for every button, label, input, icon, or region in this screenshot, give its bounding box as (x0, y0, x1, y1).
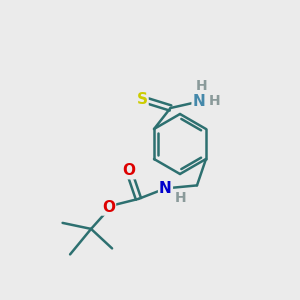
Text: H: H (195, 79, 207, 93)
Text: O: O (122, 163, 135, 178)
Text: S: S (136, 92, 148, 107)
Text: N: N (159, 181, 172, 196)
Text: O: O (102, 200, 115, 214)
Text: N: N (193, 94, 206, 109)
Text: H: H (209, 94, 221, 108)
Text: H: H (175, 191, 186, 205)
